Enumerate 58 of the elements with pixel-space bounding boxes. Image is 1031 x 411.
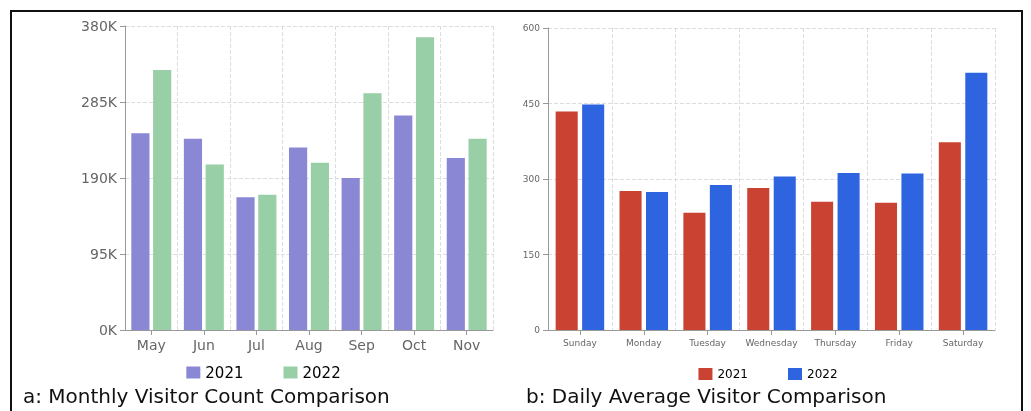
x-tick-label: Sunday bbox=[563, 337, 598, 348]
legend-label: 2021 bbox=[717, 367, 749, 381]
x-tick-label: Tuesday bbox=[688, 337, 727, 348]
x-tick-label: Wednesday bbox=[745, 337, 799, 348]
legend-label: 2022 bbox=[302, 363, 341, 382]
y-tick-label: 285K bbox=[81, 94, 118, 110]
y-tick-label: 450 bbox=[522, 98, 541, 109]
bar bbox=[310, 162, 329, 330]
bar bbox=[709, 185, 732, 330]
x-tick-label: Saturday bbox=[942, 337, 985, 348]
x-tick-label: Jul bbox=[246, 337, 265, 353]
bar bbox=[153, 70, 172, 330]
bar bbox=[645, 192, 669, 330]
y-tick-label: 190K bbox=[81, 170, 118, 186]
x-tick-label: Sep bbox=[348, 337, 375, 353]
text: a: Monthly Visitor Count Comparison bbox=[23, 384, 390, 408]
x-tick-label: Nov bbox=[453, 337, 481, 353]
text: b: Daily Average Visitor Comparison bbox=[526, 384, 887, 408]
bar bbox=[363, 93, 382, 330]
x-tick-label: Monday bbox=[626, 337, 663, 348]
bar bbox=[837, 172, 860, 330]
x-tick-label: Friday bbox=[885, 337, 914, 348]
bar bbox=[811, 201, 834, 330]
bar bbox=[236, 197, 255, 330]
bar bbox=[205, 164, 224, 330]
y-tick-label: 95K bbox=[90, 246, 118, 262]
legend-label: 2021 bbox=[205, 363, 244, 382]
y-tick-label: 0 bbox=[534, 325, 541, 335]
bar bbox=[683, 212, 706, 330]
bar bbox=[938, 142, 961, 330]
bar bbox=[289, 147, 308, 330]
bar bbox=[415, 37, 435, 330]
x-tick-label: Jun bbox=[191, 337, 215, 353]
bar bbox=[965, 72, 988, 330]
bar bbox=[773, 176, 796, 330]
bar bbox=[394, 115, 413, 330]
bar bbox=[901, 173, 924, 330]
bar bbox=[468, 138, 487, 330]
bar bbox=[183, 138, 203, 330]
y-tick-label: 0K bbox=[98, 322, 118, 338]
bar bbox=[747, 188, 770, 330]
y-tick-label: 150 bbox=[522, 249, 541, 260]
x-tick-label: Aug bbox=[295, 337, 323, 353]
legend-label: 2022 bbox=[807, 367, 838, 381]
bar bbox=[582, 104, 605, 330]
bar bbox=[874, 202, 898, 330]
x-tick-label: Oct bbox=[402, 337, 427, 353]
y-tick-label: 300 bbox=[522, 174, 541, 184]
bar bbox=[446, 158, 465, 330]
x-tick-label: May bbox=[136, 337, 166, 353]
bar bbox=[555, 111, 578, 330]
y-tick-label: 380K bbox=[81, 18, 118, 34]
y-tick-label: 600 bbox=[522, 23, 541, 33]
bar bbox=[619, 191, 642, 330]
bar bbox=[131, 133, 150, 330]
bar bbox=[258, 194, 277, 330]
x-tick-label: Thursday bbox=[813, 337, 857, 348]
bar bbox=[341, 178, 360, 330]
